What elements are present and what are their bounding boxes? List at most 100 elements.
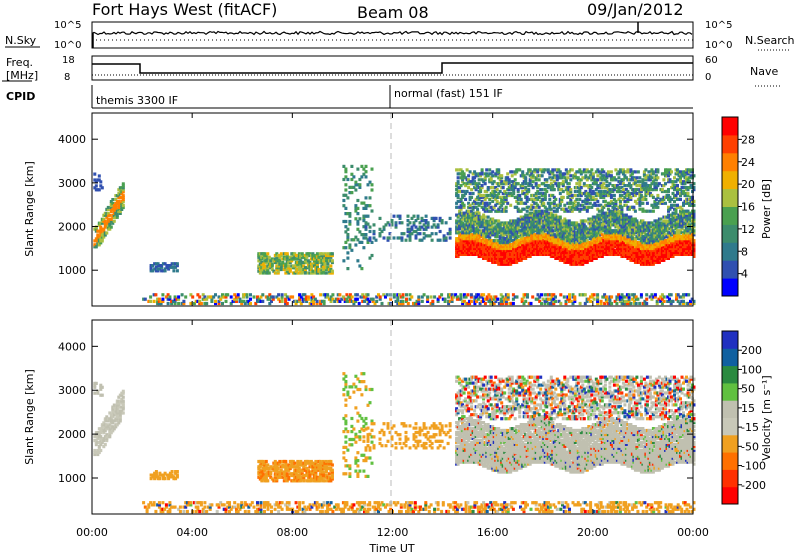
heatmap-cell <box>583 293 587 297</box>
heatmap-cell <box>617 172 621 176</box>
heatmap-cell <box>581 235 585 239</box>
heatmap-cell <box>551 184 555 188</box>
heatmap-cell <box>605 180 609 184</box>
heatmap-cell <box>482 235 486 239</box>
heatmap-cell <box>620 239 624 243</box>
heatmap-cell <box>642 170 646 174</box>
heatmap-cell <box>608 191 612 196</box>
heatmap-cell <box>621 178 625 182</box>
heatmap-cell <box>326 266 330 270</box>
heatmap-cell <box>492 295 496 299</box>
heatmap-cell <box>323 262 327 266</box>
heatmap-cell <box>329 255 333 259</box>
heatmap-cell <box>257 269 261 273</box>
heatmap-cell <box>294 299 298 303</box>
heatmap-cell <box>606 207 610 211</box>
heatmap-cell <box>507 250 511 255</box>
heatmap-cell <box>358 217 362 221</box>
heatmap-cell <box>569 188 573 192</box>
heatmap-cell <box>224 295 228 299</box>
heatmap-cell <box>235 299 238 303</box>
heatmap-cell <box>549 211 553 215</box>
heatmap-cell <box>612 205 616 209</box>
heatmap-cell <box>614 178 618 182</box>
heatmap-cell <box>477 237 481 241</box>
heatmap-cell <box>384 223 388 227</box>
heatmap-cell <box>519 258 523 262</box>
heatmap-cell <box>602 176 606 180</box>
heatmap-cell <box>473 199 477 203</box>
heatmap-cell <box>222 295 226 299</box>
heatmap-cell <box>638 235 642 239</box>
heatmap-cell <box>600 207 604 211</box>
heatmap-cell <box>599 191 603 196</box>
heatmap-cell <box>578 180 582 184</box>
heatmap-cell <box>315 299 319 303</box>
heatmap-cell <box>617 176 621 180</box>
heatmap-cell <box>278 299 282 303</box>
heatmap-cell <box>561 174 565 178</box>
heatmap-cell <box>605 176 609 180</box>
heatmap-cell <box>482 180 486 184</box>
heatmap-cell <box>461 299 465 303</box>
heatmap-cell <box>552 293 556 297</box>
heatmap-cell <box>488 168 492 172</box>
heatmap-cell <box>264 253 268 258</box>
heatmap-cell <box>497 207 501 211</box>
heatmap-cell <box>312 260 316 265</box>
heatmap-cell <box>406 219 410 223</box>
heatmap-cell <box>269 266 273 270</box>
heatmap-cell <box>301 297 305 301</box>
heatmap-cell <box>417 299 421 303</box>
heatmap-cell <box>461 176 465 180</box>
heatmap-cell <box>596 241 600 245</box>
heatmap-cell <box>573 174 577 178</box>
heatmap-cell <box>315 301 319 306</box>
heatmap-cell <box>315 259 319 263</box>
heatmap-cell <box>506 297 510 301</box>
heatmap-cell <box>456 215 460 219</box>
heatmap-cell <box>552 205 556 209</box>
heatmap-cell <box>650 193 654 198</box>
heatmap-cell <box>543 195 547 199</box>
heatmap-cell <box>573 227 577 231</box>
heatmap-cell <box>154 265 158 269</box>
heatmap-cell <box>268 301 272 306</box>
heatmap-cell <box>97 174 101 178</box>
heatmap-cell <box>320 253 324 258</box>
heatmap-cell <box>350 177 354 182</box>
heatmap-cell <box>651 262 655 266</box>
heatmap-cell <box>315 264 319 268</box>
heatmap-cell <box>576 207 580 211</box>
heatmap-cell <box>545 180 549 184</box>
heatmap-cell <box>533 170 537 174</box>
heatmap-cell <box>364 225 368 229</box>
heatmap-cell <box>336 297 340 301</box>
heatmap-cell <box>605 191 609 196</box>
heatmap-cell <box>575 262 579 266</box>
heatmap-cell <box>525 231 529 235</box>
heatmap-cell <box>537 195 541 199</box>
heatmap-cell <box>247 301 251 306</box>
heatmap-cell <box>433 295 437 299</box>
heatmap-cell <box>548 205 552 209</box>
heatmap-cell <box>242 293 245 297</box>
heatmap-cell <box>617 186 621 190</box>
heatmap-cell <box>468 227 472 231</box>
heatmap-cell <box>578 191 582 196</box>
heatmap-cell <box>438 295 442 299</box>
heatmap-cell <box>343 297 347 301</box>
heatmap-cell <box>534 211 538 215</box>
heatmap-cell <box>525 191 529 196</box>
heatmap-cell <box>426 234 430 238</box>
heatmap-cell <box>500 258 504 262</box>
heatmap-cell <box>497 239 501 243</box>
heatmap-cell <box>623 174 627 178</box>
heatmap-cell <box>615 229 619 233</box>
heatmap-cell <box>221 293 224 297</box>
heatmap-cell <box>243 293 247 297</box>
heatmap-cell <box>426 297 430 301</box>
heatmap-cell <box>362 236 366 240</box>
heatmap-cell <box>103 219 107 223</box>
heatmap-cell <box>558 170 562 174</box>
